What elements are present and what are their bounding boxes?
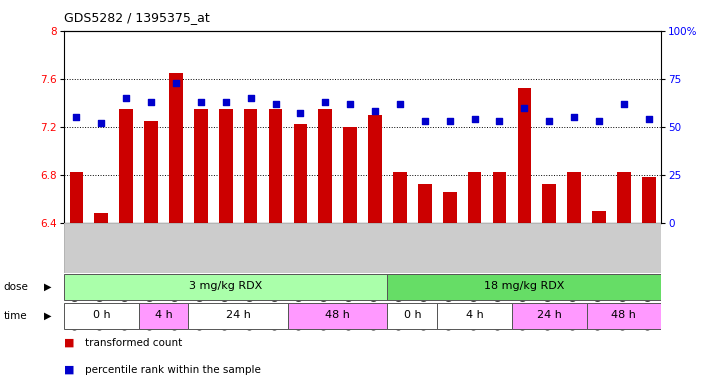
Point <box>518 104 530 111</box>
Bar <box>288 303 387 329</box>
Point <box>95 120 107 126</box>
Point <box>543 118 555 124</box>
Bar <box>587 303 661 329</box>
Point <box>220 99 232 105</box>
Bar <box>368 115 382 223</box>
Bar <box>542 184 556 223</box>
Text: ■: ■ <box>64 338 75 348</box>
Bar <box>219 109 232 223</box>
Bar <box>244 109 257 223</box>
Text: ▶: ▶ <box>43 311 51 321</box>
FancyBboxPatch shape <box>64 223 661 273</box>
Bar <box>188 303 288 329</box>
Point <box>120 95 132 101</box>
Text: 4 h: 4 h <box>466 310 483 320</box>
Point <box>270 101 282 107</box>
Bar <box>642 177 656 223</box>
Bar <box>343 127 357 223</box>
Text: 0 h: 0 h <box>404 310 421 320</box>
Text: 0 h: 0 h <box>92 310 110 320</box>
Point <box>195 99 206 105</box>
Point <box>394 101 405 107</box>
Bar <box>443 192 456 223</box>
Point <box>593 118 604 124</box>
Point <box>568 114 579 120</box>
Bar <box>592 211 606 223</box>
Text: time: time <box>4 311 27 321</box>
Bar <box>119 109 133 223</box>
Point <box>370 108 381 114</box>
Point <box>245 95 256 101</box>
Bar <box>418 184 432 223</box>
Bar <box>169 73 183 223</box>
Point <box>618 101 630 107</box>
Bar <box>70 172 83 223</box>
Bar <box>468 172 481 223</box>
Bar <box>518 88 531 223</box>
Text: 48 h: 48 h <box>326 310 350 320</box>
Bar <box>95 213 108 223</box>
Text: 48 h: 48 h <box>611 310 636 320</box>
Text: 3 mg/kg RDX: 3 mg/kg RDX <box>189 281 262 291</box>
Text: dose: dose <box>4 282 28 292</box>
Point <box>469 116 481 122</box>
Bar <box>437 303 512 329</box>
Bar <box>294 124 307 223</box>
Bar <box>617 172 631 223</box>
Bar <box>64 274 387 300</box>
Point <box>419 118 431 124</box>
Bar <box>64 303 139 329</box>
Point <box>145 99 156 105</box>
Bar <box>319 109 332 223</box>
Bar <box>493 172 506 223</box>
Point <box>344 101 356 107</box>
Text: 4 h: 4 h <box>155 310 172 320</box>
Point <box>319 99 331 105</box>
Bar <box>567 172 581 223</box>
Text: 24 h: 24 h <box>226 310 250 320</box>
Point <box>170 79 181 86</box>
Point <box>444 118 455 124</box>
Text: 24 h: 24 h <box>537 310 562 320</box>
Point <box>643 116 654 122</box>
Text: percentile rank within the sample: percentile rank within the sample <box>85 365 261 375</box>
Bar <box>194 109 208 223</box>
Text: ▶: ▶ <box>43 282 51 292</box>
Bar <box>144 121 158 223</box>
Point <box>294 110 306 116</box>
Bar <box>387 303 437 329</box>
Bar <box>139 303 188 329</box>
Text: transformed count: transformed count <box>85 338 183 348</box>
Point <box>493 118 505 124</box>
Text: 18 mg/kg RDX: 18 mg/kg RDX <box>484 281 565 291</box>
Bar <box>393 172 407 223</box>
Text: ■: ■ <box>64 365 75 375</box>
Text: GDS5282 / 1395375_at: GDS5282 / 1395375_at <box>64 12 210 25</box>
Bar <box>269 109 282 223</box>
Point <box>70 114 82 120</box>
Bar <box>387 274 661 300</box>
Bar <box>512 303 587 329</box>
